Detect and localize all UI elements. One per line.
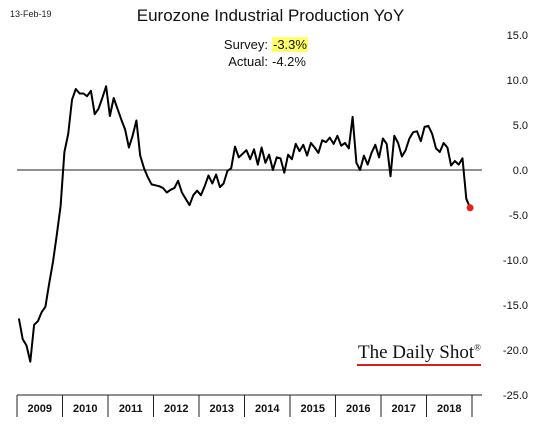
y-axis-ticks: 15.0 10.0 5.0 0.0 -5.0 -10.0 -15.0 -20.0 -25.0 [503, 30, 528, 402]
x-tick-label: 2015 [301, 403, 325, 415]
y-tick-label: -15.0 [503, 300, 528, 312]
series-line [17, 85, 472, 363]
actual-label: Actual: [228, 54, 268, 69]
y-tick-label: 10.0 [507, 75, 528, 87]
brand-underline [357, 364, 481, 366]
brand-logo: The Daily Shot® [358, 342, 481, 364]
x-tick-label: 2009 [28, 403, 52, 415]
actual-line: Actual: -4.2% [200, 54, 345, 69]
chart-series [17, 85, 474, 363]
brand-name: The Daily Shot [358, 342, 475, 363]
survey-value: -3.3% [272, 37, 308, 52]
x-tick-label: 2014 [255, 403, 280, 415]
actual-value: -4.2% [272, 54, 306, 69]
y-tick-label: -10.0 [503, 255, 528, 267]
x-tick-label: 2017 [392, 403, 416, 415]
date-label: 13-Feb-19 [10, 9, 52, 19]
last-data-point [466, 204, 474, 212]
x-tick-label: 2011 [119, 403, 143, 415]
chart-title: Eurozone Industrial Production YoY [136, 6, 405, 25]
x-tick-label: 2016 [346, 403, 370, 415]
x-tick-label: 2018 [437, 403, 461, 415]
x-tick-label: 2010 [73, 403, 97, 415]
x-tick-label: 2013 [210, 403, 234, 415]
y-tick-label: 0.0 [513, 165, 528, 177]
chart-axes [17, 169, 482, 396]
x-tick-label: 2012 [164, 403, 188, 415]
y-tick-label: 5.0 [513, 120, 528, 132]
survey-line: Survey: -3.3% [200, 37, 345, 52]
y-tick-label: -25.0 [503, 390, 528, 402]
brand-mark: ® [474, 342, 481, 353]
survey-label: Survey: [223, 37, 268, 52]
y-tick-label: -5.0 [509, 210, 528, 222]
y-tick-label: 15.0 [507, 30, 528, 42]
x-axis-years: 2009 2010 2011 2012 2013 2014 2015 2016 2017 2018 [16, 395, 473, 417]
y-tick-label: -20.0 [503, 345, 528, 357]
